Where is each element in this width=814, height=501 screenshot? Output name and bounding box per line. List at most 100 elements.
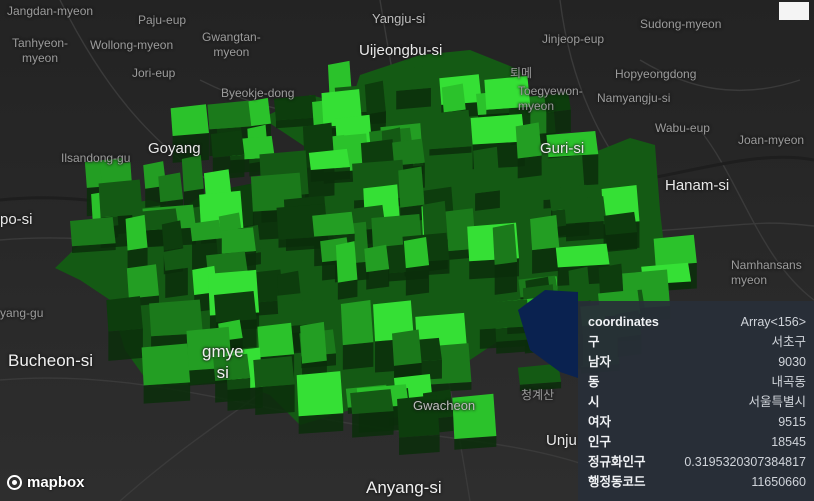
map-corner-control[interactable] [779,2,809,20]
tooltip-key: 여자 [588,415,612,429]
district-block-top[interactable] [517,363,562,385]
district-block-top[interactable] [210,130,245,158]
tooltip-row: coordinates Array<156> [588,312,806,332]
district-block-top[interactable] [364,244,390,273]
district-block-top[interactable] [161,220,184,251]
place-label-sudong: Sudong-myeon [640,17,722,31]
district-block-top[interactable] [392,138,425,166]
district-block-top[interactable] [203,169,232,199]
tooltip-key: 시 [588,395,600,409]
district-block-top[interactable] [300,321,327,364]
place-label-cheonggye: 청계산 [521,388,555,402]
district-block-top[interactable] [473,146,500,194]
district-block-top[interactable] [403,237,430,269]
district-block-side [479,326,531,349]
district-block-top[interactable] [215,227,256,255]
district-block-top[interactable] [125,214,148,251]
district-block-top[interactable] [350,389,394,415]
district-block-top[interactable] [653,234,697,266]
district-block-top[interactable] [439,208,476,252]
district-block-top[interactable] [207,100,252,130]
district-block-top[interactable] [364,80,386,115]
district-block-top[interactable] [170,104,209,137]
district-block-top[interactable] [190,219,222,242]
district-block-top[interactable] [245,97,271,127]
mapbox-logo[interactable]: mapbox [7,474,85,491]
district-block-top[interactable] [470,113,525,145]
district-block-top[interactable] [335,241,358,283]
district-block-top[interactable] [181,154,204,192]
place-label-anyang: Anyang-si [366,478,442,497]
place-label-namhansan: Namhansans myeon [731,258,802,287]
district-block-top[interactable] [397,395,440,438]
district-block-top[interactable] [398,166,425,208]
district-block-top[interactable] [312,211,355,237]
place-label-jangdan: Jangdan-myeon [7,4,94,18]
district-block-side [494,261,518,295]
district-block-top[interactable] [564,196,607,224]
district-block-top[interactable] [106,296,143,332]
district-block-side [352,411,394,438]
district-block-side [310,166,350,182]
district-block-top[interactable] [477,299,531,330]
district-block-side [143,382,191,404]
district-block-top[interactable] [158,172,184,203]
place-label-namyangju: Namyangju-si [597,91,671,105]
district-block-top[interactable] [126,264,160,299]
district-block-side [215,377,251,403]
place-label-gwangtan: Gwangtan- myeon [202,30,261,59]
district-block-top[interactable] [257,322,295,358]
selected-district[interactable] [518,290,578,378]
mapbox-logo-icon [7,475,22,490]
district-block-top[interactable] [296,371,344,417]
district-block-top[interactable] [530,214,560,251]
district-block-top[interactable] [422,200,448,243]
place-label-uiwang: Unju [546,432,577,449]
district-block-top[interactable] [149,299,203,337]
district-block-top[interactable] [206,251,248,276]
district-block-side [429,146,472,156]
district-block-top[interactable] [515,122,542,159]
district-block-side [546,109,571,135]
district-block-top[interactable] [98,179,143,218]
district-block-top[interactable] [163,248,188,271]
tooltip-value: Array<156> [740,315,806,329]
district-block-top[interactable] [308,148,350,170]
district-block-top[interactable] [214,290,257,323]
district-block-top[interactable] [544,91,571,113]
district-block-top[interactable] [373,300,414,342]
place-label-gwacheon: Gwacheon [413,398,476,413]
tooltip-value: 내곡동 [771,375,806,389]
district-block-top[interactable] [441,83,466,113]
place-label-yangju: Yangju-si [372,11,426,26]
district-block-top[interactable] [546,131,599,158]
district-block-top[interactable] [141,343,191,386]
district-block-top[interactable] [427,109,472,150]
district-block-side [396,87,431,110]
district-block-top[interactable] [70,216,116,247]
district-block-side [532,247,560,274]
district-block-top[interactable] [273,94,319,121]
district-block-top[interactable] [253,356,295,388]
district-block-top[interactable] [213,353,251,381]
district-block-side [275,117,319,129]
district-block-top[interactable] [484,75,531,110]
place-label-gwangmyeong: gmye si [202,342,244,382]
district-block-top[interactable] [340,299,374,346]
place-label-toegyewon: Toegyewon- myeon [518,84,583,113]
tooltip-value: 18545 [771,435,806,449]
district-block-side [108,328,143,361]
district-block-side [441,248,476,261]
place-label-toeme: 퇴메 [510,66,533,80]
district-blocks[interactable] [70,60,697,456]
district-block-top[interactable] [492,223,518,265]
place-label-yanggu: yang-gu [0,306,44,320]
district-block-top[interactable] [394,65,431,91]
tooltip-key: 구 [588,335,600,349]
district-block-top[interactable] [555,243,610,268]
district-block-top[interactable] [603,211,638,236]
district-block-top[interactable] [284,298,322,327]
district-block-top[interactable] [452,393,497,439]
district-block-top[interactable] [392,329,422,366]
